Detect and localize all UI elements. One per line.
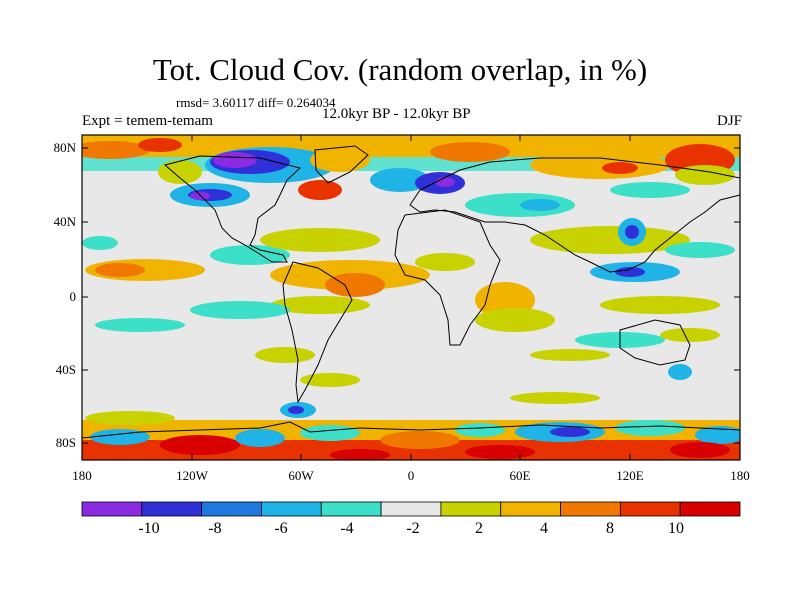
antarctic-anomalies (82, 402, 740, 460)
lon-label-180w: 180 (72, 468, 92, 483)
colorbar-label: 4 (540, 520, 548, 537)
colorbar-label: -10 (138, 520, 160, 537)
south-america-coast (282, 261, 353, 404)
colorbar-box (380, 501, 442, 517)
lon-label-60e: 60E (509, 468, 531, 483)
australia-coast (619, 319, 691, 366)
colorbar-label: -2 (406, 520, 420, 537)
colorbar-box (261, 501, 322, 517)
africa-coast (394, 209, 501, 346)
colorbar-label: -6 (274, 520, 288, 537)
colorbar-label: 8 (606, 520, 614, 537)
lon-label-0: 0 (407, 468, 415, 483)
map-title: Tot. Cloud Cov. (random overlap, in %) (152, 52, 648, 87)
period-label: 12.0kyr BP - 12.0kyr BP (322, 106, 471, 122)
lat-label-40n: 40N (53, 214, 76, 229)
colorbar-box (679, 501, 741, 517)
lat-label-0: 0 (69, 289, 77, 304)
colorbar-box (500, 501, 561, 517)
colorbar-box (141, 501, 203, 517)
colorbar-box (320, 501, 382, 517)
colorbar-box (440, 501, 502, 517)
lon-label-120e: 120E (616, 468, 644, 483)
axis-ticks (81, 135, 741, 460)
colorbar-label: 2 (475, 520, 483, 537)
antarctica-coast (82, 421, 740, 439)
colorbar-box (81, 501, 143, 517)
anomaly-field (82, 135, 740, 460)
experiment-label: Expt = temem-temam (82, 113, 213, 129)
lon-label-180e: 180 (730, 468, 750, 483)
rmsd-diff-stats: rmsd= 3.60117 diff= 0.264034 (176, 95, 336, 110)
colorbar-box (560, 501, 621, 517)
eurasia-coast (409, 157, 740, 273)
colorbar-box (201, 501, 262, 517)
tropical-anomalies (82, 218, 735, 404)
colorbar-label: -4 (340, 520, 354, 537)
coastlines (82, 145, 740, 439)
lon-label-60w: 60W (288, 468, 314, 483)
lon-label-120w: 120W (176, 468, 208, 483)
north-america-coast (163, 155, 302, 263)
lat-label-80s: 80S (55, 435, 76, 450)
colorbar-box (619, 501, 681, 517)
colorbar-label: -8 (208, 520, 222, 537)
lat-label-40s: 40S (55, 362, 76, 377)
colorbar-label: 10 (668, 520, 684, 537)
season-label: DJF (716, 113, 742, 129)
colorbar (81, 501, 741, 517)
lat-label-80n: 80N (53, 140, 76, 155)
greenland-coast (314, 145, 369, 184)
